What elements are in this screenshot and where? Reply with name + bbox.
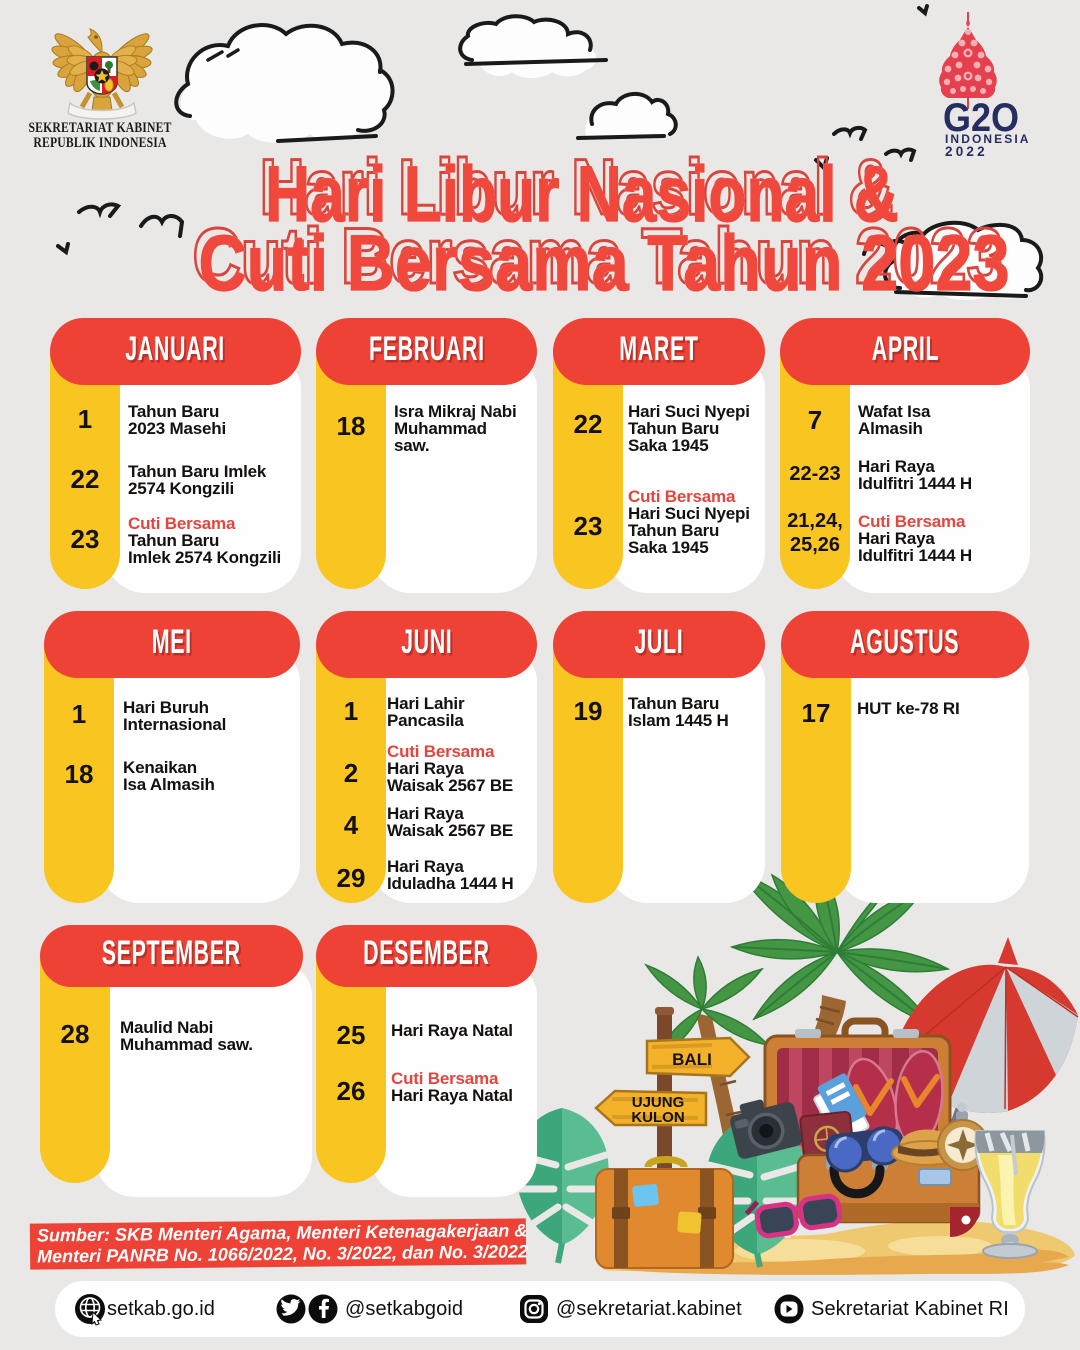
svg-text:Hari Libur Nasional &: Hari Libur Nasional &: [265, 151, 899, 239]
svg-text:2022: 2022: [945, 144, 988, 159]
svg-text:Cuti Bersama Tahun 2023: Cuti Bersama Tahun 2023: [193, 213, 1004, 300]
svg-text:INDONESIA: INDONESIA: [945, 132, 1031, 146]
svg-text:G2O: G2O: [943, 96, 1019, 140]
svg-text:Cuti Bersama Tahun 2023: Cuti Bersama Tahun 2023: [198, 220, 1009, 307]
svg-text:Cuti Bersama Tahun 2023: Cuti Bersama Tahun 2023: [198, 220, 1009, 307]
svg-text:BALI: BALI: [672, 1050, 712, 1069]
svg-text:UJUNG: UJUNG: [632, 1094, 685, 1111]
svg-text:KULON: KULON: [631, 1109, 684, 1126]
svg-text:Hari Libur Nasional &: Hari Libur Nasional &: [265, 151, 899, 239]
svg-text:Hari Libur Nasional &: Hari Libur Nasional &: [260, 144, 894, 232]
